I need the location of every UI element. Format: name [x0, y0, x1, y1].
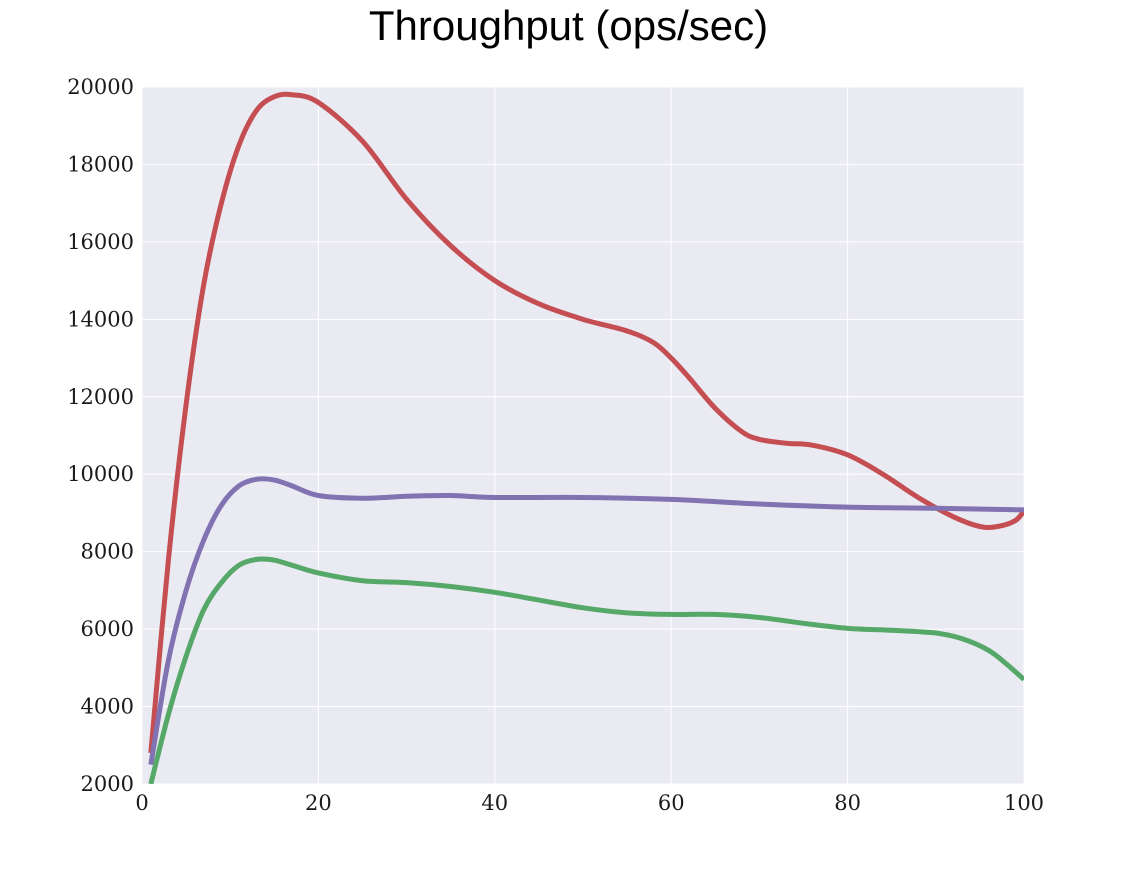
y-tick-label-5: 12000: [67, 385, 134, 409]
x-tick-label-2: 40: [481, 791, 508, 815]
tick-labels: 0 20 40 60 80 100 2000 4000 6000 8000 10000 12000 14…: [67, 75, 1044, 815]
series-lines: [148, 91, 1024, 784]
y-tick-label-4: 10000: [67, 462, 134, 486]
x-tick-label-1: 20: [305, 791, 332, 815]
y-tick-label-1: 4000: [81, 695, 134, 719]
x-tick-label-3: 60: [658, 791, 685, 815]
x-tick-label-5: 100: [1004, 791, 1044, 815]
grid-lines: [141, 86, 1025, 785]
chart-title: Throughput (ops/sec): [368, 2, 769, 49]
y-tick-label-0: 2000: [81, 772, 134, 796]
y-tick-label-2: 6000: [81, 617, 134, 641]
y-tick-label-9: 20000: [67, 75, 134, 99]
y-tick-label-8: 18000: [67, 152, 134, 176]
series-line-1: [148, 476, 1024, 766]
y-tick-label-7: 16000: [67, 230, 134, 254]
series-line-0: [148, 91, 1024, 754]
x-tick-label-4: 80: [834, 791, 861, 815]
y-tick-label-3: 8000: [81, 540, 134, 564]
x-tick-label-0: 0: [135, 791, 148, 815]
y-tick-label-6: 14000: [67, 307, 134, 331]
series-line-2: [148, 556, 1024, 784]
plot-area: [142, 87, 1024, 784]
